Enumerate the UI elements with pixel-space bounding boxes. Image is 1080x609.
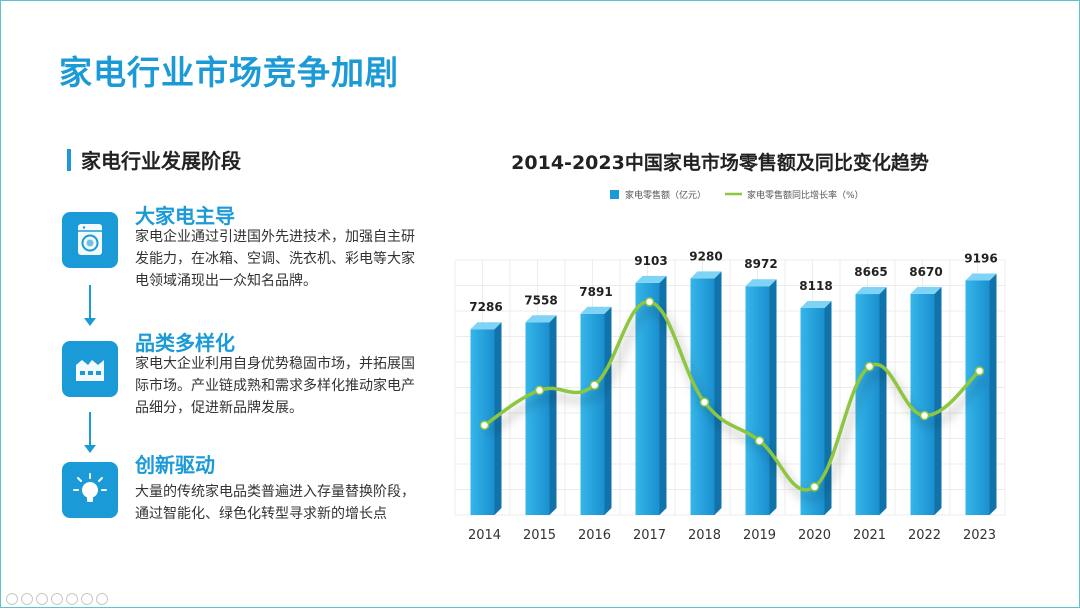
bar: [910, 293, 935, 515]
arrow-down-icon: [84, 445, 96, 453]
bar-value-label: 9196: [964, 252, 997, 266]
arrow-down-icon: [84, 318, 96, 326]
line-point: [534, 385, 545, 396]
menu-icon[interactable]: [81, 593, 93, 605]
bar-top: [525, 315, 557, 323]
x-tick-label: 2014: [468, 528, 501, 543]
bar-value-label: 8665: [854, 265, 887, 279]
stage-desc-1: 家电企业通过引进国外先进技术，加强自主研发能力，在冰箱、空调、洗衣机、彩电等大家…: [135, 229, 415, 289]
bar-top: [690, 271, 722, 279]
growth-line: [482, 300, 982, 492]
line-point: [864, 361, 875, 372]
x-tick-label: 2023: [963, 528, 996, 543]
section-accent-bar: [67, 149, 71, 171]
bar-top: [855, 287, 887, 295]
bar-value-label: 9103: [634, 254, 667, 268]
line-point: [919, 410, 930, 421]
pages-icon[interactable]: [51, 593, 63, 605]
bar-value-label: 8118: [799, 279, 832, 293]
x-tick-label: 2018: [688, 528, 721, 543]
retail-chart: 家电零售额（亿元） 家电零售额同比增长率（%） 7286 2014 7558 2015 78…: [454, 189, 1006, 543]
bar: [745, 286, 770, 515]
stage-title-3: 创新驱动: [135, 453, 215, 477]
x-tick-label: 2022: [908, 528, 941, 543]
line-point: [589, 380, 600, 390]
bar: [580, 313, 605, 515]
bar-top: [470, 322, 502, 330]
factory-icon: [62, 341, 118, 397]
arrow-line-1: [89, 285, 91, 320]
stage-desc-2: 家电大企业利用自身优势稳固市场，并拓展国际市场。产业链成熟和需求多样化推动家电产…: [135, 356, 415, 416]
legend-label-line: 家电零售额同比增长率（%）: [747, 189, 864, 201]
bar-series: 7286 2014 7558 2015 7891 2016 9103 2017 9280 2018…: [468, 249, 998, 543]
line-point: [754, 436, 765, 446]
prev-slide-icon[interactable]: [6, 593, 18, 605]
bar-side: [714, 271, 722, 515]
stage-desc-3: 大量的传统家电品类普遍进入存量替换阶段，通过智能化、绿色化转型寻求新的增长点: [135, 484, 415, 522]
bar-top: [965, 273, 997, 281]
bar-side: [659, 275, 667, 515]
bar: [855, 294, 880, 515]
chart-title: 2014-2023中国家电市场零售额及同比变化趋势: [511, 152, 929, 174]
bar-value-label: 9280: [689, 249, 722, 263]
lightbulb-icon: [62, 462, 118, 518]
bar-side: [989, 273, 997, 515]
more-icon[interactable]: [96, 593, 108, 605]
bar-side: [769, 279, 777, 515]
slide-toolbar: [6, 590, 111, 609]
bar-top: [745, 279, 777, 287]
page-title: 家电行业市场竞争加剧: [59, 53, 399, 92]
next-slide-icon[interactable]: [21, 593, 33, 605]
x-tick-label: 2017: [633, 528, 666, 543]
line-point: [974, 366, 985, 376]
zoom-icon[interactable]: [66, 593, 78, 605]
pen-icon[interactable]: [36, 593, 48, 605]
arrow-line-2: [89, 412, 91, 447]
bar-side: [604, 306, 612, 515]
x-tick-label: 2019: [743, 528, 776, 543]
bar-value-label: 7891: [579, 285, 612, 299]
bar-value-label: 7558: [524, 293, 557, 307]
line-point: [699, 397, 710, 407]
bar-value-label: 8670: [909, 265, 942, 279]
x-tick-label: 2016: [578, 528, 611, 543]
bar: [525, 322, 550, 515]
x-tick-label: 2015: [523, 528, 556, 543]
stage-title-1: 大家电主导: [135, 204, 235, 228]
x-tick-label: 2020: [798, 528, 831, 543]
line-point: [479, 420, 490, 430]
chart-legend: 家电零售额（亿元） 家电零售额同比增长率（%）: [610, 189, 864, 201]
legend-swatch-bar: [610, 190, 619, 199]
stage-title-2: 品类多样化: [135, 331, 235, 355]
bar-side: [494, 322, 502, 515]
bar-value-label: 7286: [469, 300, 502, 314]
line-series: [479, 297, 986, 501]
bar-value-label: 8972: [744, 257, 777, 271]
bar-side: [879, 287, 887, 515]
line-point: [644, 297, 655, 307]
bar-side: [934, 286, 942, 515]
section-title: 家电行业发展阶段: [81, 149, 241, 173]
legend-label-bar: 家电零售额（亿元）: [625, 189, 706, 201]
x-tick-label: 2021: [853, 528, 886, 543]
bar-top: [800, 300, 832, 308]
bar-top: [580, 306, 612, 314]
bar-side: [549, 315, 557, 515]
bar-top: [635, 275, 667, 283]
bar-top: [910, 286, 942, 294]
washing-machine-icon: [62, 212, 118, 268]
line-point: [809, 482, 820, 492]
